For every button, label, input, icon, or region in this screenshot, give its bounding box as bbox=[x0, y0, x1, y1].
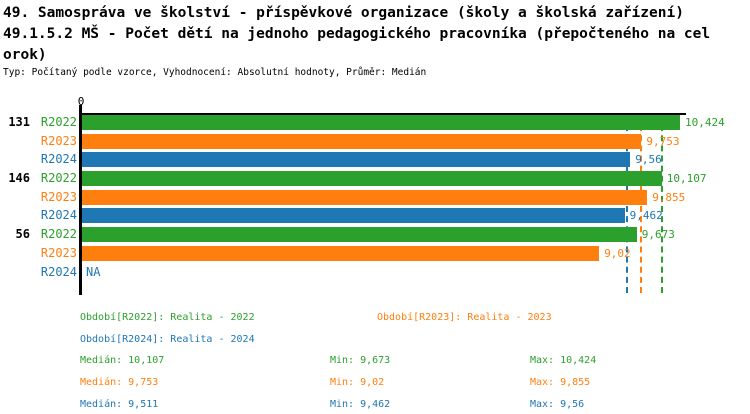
bar bbox=[81, 227, 637, 243]
report-title-line-1: 49. Samospráva ve školství - příspěvkové… bbox=[3, 5, 684, 21]
series-label: R2022 bbox=[40, 171, 77, 186]
report-title-line-2: 49.1.5.2 MŠ - Počet dětí na jednoho peda… bbox=[3, 26, 711, 42]
na-label: NA bbox=[86, 264, 101, 279]
x-axis-line bbox=[79, 113, 686, 115]
series-label: R2023 bbox=[40, 245, 77, 260]
group-label: 146 bbox=[8, 171, 30, 186]
stat-min-r2023: Min: 9,02 bbox=[330, 377, 385, 388]
series-label: R2022 bbox=[40, 227, 77, 242]
stat-median-r2022: Medián: 10,107 bbox=[80, 355, 165, 366]
bar-value-label: 9,02 bbox=[604, 246, 631, 260]
series-label: R2024 bbox=[40, 152, 77, 167]
x-axis-zero-tick-label: 0 bbox=[77, 95, 85, 108]
series-label: R2024 bbox=[40, 264, 77, 279]
bar bbox=[81, 245, 600, 261]
bar bbox=[81, 115, 680, 130]
bar-value-label: 9,753 bbox=[646, 134, 680, 148]
y-axis-line bbox=[79, 105, 82, 295]
series-label: R2023 bbox=[40, 133, 77, 148]
stat-median-r2023: Medián: 9,753 bbox=[80, 377, 159, 388]
chart-row: R2024 9,56 bbox=[0, 152, 750, 168]
chart-row: R2023 9,855 bbox=[0, 189, 750, 205]
legend-item-r2022: Období[R2022]: Realita - 2022 bbox=[80, 312, 255, 323]
series-label: R2022 bbox=[40, 115, 77, 129]
bar bbox=[81, 189, 648, 205]
stat-min-r2024: Min: 9,462 bbox=[330, 399, 391, 410]
report-subtitle: Typ: Počítaný podle vzorce, Vyhodnocení:… bbox=[3, 67, 427, 78]
bar bbox=[81, 133, 642, 149]
series-label: R2024 bbox=[40, 208, 77, 223]
median-line bbox=[660, 115, 663, 293]
stat-max-r2022: Max: 10,424 bbox=[530, 355, 597, 366]
legend-item-r2023: Období[R2023]: Realita - 2023 bbox=[377, 312, 552, 323]
chart-row: 131 R2022 10,424 bbox=[0, 115, 750, 130]
bar-value-label: 9,673 bbox=[641, 228, 675, 242]
stat-max-r2023: Max: 9,855 bbox=[530, 377, 591, 388]
chart-row: R2024 NA bbox=[0, 265, 750, 280]
group-label: 56 bbox=[15, 227, 30, 242]
chart-row: R2023 9,753 bbox=[0, 133, 750, 149]
chart-row: 146 R2022 10,107 bbox=[0, 171, 750, 187]
bar-chart: 0 131 R2022 10,424 R2023 9,753 R2024 9,56 146 R2… bbox=[0, 95, 750, 295]
bar-value-label: 9,56 bbox=[635, 153, 662, 167]
chart-rows: 131 R2022 10,424 R2023 9,753 R2024 9,56 146 R202… bbox=[0, 115, 750, 283]
stat-max-r2024: Max: 9,56 bbox=[530, 399, 585, 410]
legend-item-r2024: Období[R2024]: Realita - 2024 bbox=[80, 334, 255, 345]
chart-row: R2023 9,02 bbox=[0, 245, 750, 261]
bar-value-label: 9,462 bbox=[629, 209, 663, 223]
bar bbox=[81, 171, 662, 187]
bar bbox=[81, 152, 631, 168]
stat-median-r2024: Medián: 9,511 bbox=[80, 399, 159, 410]
bar-value-label: 10,424 bbox=[685, 116, 725, 129]
bar-value-label: 9,855 bbox=[652, 190, 686, 204]
chart-row: 56 R2022 9,673 bbox=[0, 227, 750, 243]
chart-row: R2024 9,462 bbox=[0, 208, 750, 224]
series-label: R2023 bbox=[40, 189, 77, 204]
bar bbox=[81, 208, 625, 224]
bar-value-label: 10,107 bbox=[666, 172, 707, 186]
group-label: 131 bbox=[8, 115, 30, 129]
stat-min-r2022: Min: 9,673 bbox=[330, 355, 391, 366]
report-title-line-3: orok) bbox=[3, 47, 47, 63]
